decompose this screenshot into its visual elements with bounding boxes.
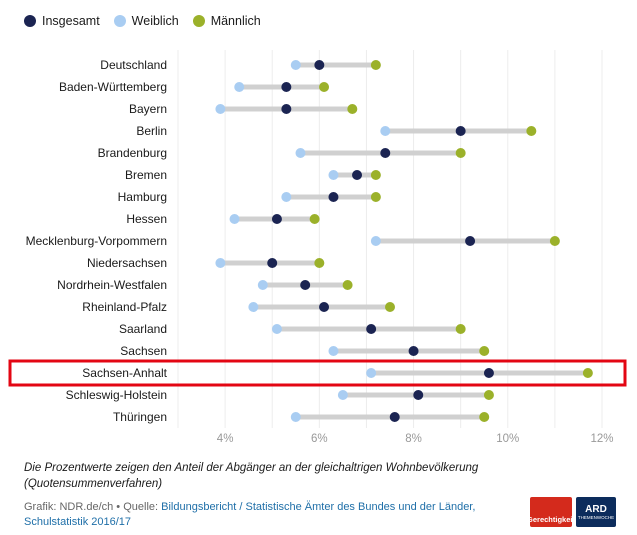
point-weiblich[interactable] — [366, 368, 377, 378]
point-insgesamt[interactable] — [319, 302, 330, 312]
point-maennlich[interactable] — [483, 390, 494, 400]
point-maennlich[interactable] — [370, 192, 381, 202]
point-weiblich[interactable] — [295, 148, 306, 158]
point-weiblich[interactable] — [281, 192, 292, 202]
point-maennlich[interactable] — [347, 104, 358, 114]
point-maennlich[interactable] — [549, 236, 560, 246]
category-label: Hamburg — [118, 190, 167, 204]
point-maennlich[interactable] — [370, 60, 381, 70]
source-line: Grafik: NDR.de/ch • Quelle: Bildungsberi… — [24, 500, 529, 530]
point-maennlich[interactable] — [479, 346, 490, 356]
point-maennlich[interactable] — [319, 82, 330, 92]
legend-label-maennlich: Männlich — [210, 14, 261, 28]
point-maennlich[interactable] — [526, 126, 537, 136]
legend-item-maennlich[interactable]: Männlich — [192, 14, 261, 28]
category-label: Mecklenburg-Vorpommern — [26, 234, 167, 248]
point-maennlich[interactable] — [314, 258, 325, 268]
highlight-box — [8, 359, 627, 387]
point-insgesamt[interactable] — [380, 148, 391, 158]
category-label: Bayern — [129, 102, 167, 116]
point-weiblich[interactable] — [290, 412, 301, 422]
point-maennlich[interactable] — [455, 148, 466, 158]
legend-dot-maennlich — [192, 15, 205, 27]
point-weiblich[interactable] — [215, 258, 226, 268]
point-maennlich[interactable] — [309, 214, 320, 224]
point-maennlich[interactable] — [370, 170, 381, 180]
themenwoche-text: THEMENWOCHE — [577, 514, 615, 520]
category-label: Hessen — [126, 212, 167, 226]
category-label: Bremen — [125, 168, 167, 182]
point-insgesamt[interactable] — [281, 82, 292, 92]
category-label: Thüringen — [113, 410, 167, 424]
point-insgesamt[interactable] — [267, 258, 278, 268]
legend: Insgesamt Weiblich Männlich — [24, 14, 261, 28]
point-insgesamt[interactable] — [314, 60, 325, 70]
point-insgesamt[interactable] — [389, 412, 400, 422]
category-label: Berlin — [136, 124, 167, 138]
point-weiblich[interactable] — [248, 302, 259, 312]
point-maennlich[interactable] — [342, 280, 353, 290]
category-label: Baden-Württemberg — [59, 80, 167, 94]
point-maennlich[interactable] — [479, 412, 490, 422]
point-insgesamt[interactable] — [408, 346, 419, 356]
gerechtigkeit-logo-text: Gerechtigkeit — [527, 515, 575, 524]
point-insgesamt[interactable] — [300, 280, 311, 290]
point-weiblich[interactable] — [380, 126, 391, 136]
x-axis: 4% 6% 8% 10% 12% — [217, 433, 614, 445]
category-label: Sachsen — [120, 344, 167, 358]
point-maennlich[interactable] — [455, 324, 466, 334]
category-label: Saarland — [119, 322, 167, 336]
point-insgesamt[interactable] — [352, 170, 363, 180]
point-weiblich[interactable] — [290, 60, 301, 70]
category-label: Niedersachsen — [87, 256, 167, 270]
point-insgesamt[interactable] — [271, 214, 282, 224]
legend-item-weiblich[interactable]: Weiblich — [113, 14, 179, 28]
point-weiblich[interactable] — [215, 104, 226, 114]
x-tick-label: 12% — [590, 433, 613, 445]
point-weiblich[interactable] — [271, 324, 282, 334]
category-label: Rheinland-Pfalz — [82, 300, 167, 314]
point-weiblich[interactable] — [229, 214, 240, 224]
x-tick-label: 10% — [496, 433, 519, 445]
dumbbell-chart: Deutschland Baden-Württemberg Bayern Berlin… — [8, 50, 627, 445]
chart-note: Die Prozentwerte zeigen den Anteil der A… — [24, 462, 479, 490]
ard-themenwoche-logo: ARD THEMENWOCHE — [576, 497, 616, 527]
source-prefix: Grafik: NDR.de/ch • Quelle: — [24, 501, 162, 513]
legend-item-insgesamt[interactable]: Insgesamt — [24, 14, 100, 28]
legend-dot-weiblich — [113, 15, 126, 27]
category-label: Deutschland — [100, 58, 167, 72]
chart-rows: Deutschland Baden-Württemberg Bayern Berlin… — [26, 58, 593, 424]
point-weiblich[interactable] — [328, 170, 339, 180]
x-tick-label: 8% — [405, 433, 422, 445]
point-weiblich[interactable] — [257, 280, 268, 290]
point-insgesamt[interactable] — [328, 192, 339, 202]
point-insgesamt[interactable] — [483, 368, 494, 378]
point-weiblich[interactable] — [234, 82, 245, 92]
category-label: Sachsen-Anhalt — [82, 366, 167, 380]
point-insgesamt[interactable] — [465, 236, 476, 246]
x-tick-label: 6% — [311, 433, 328, 445]
ard-logo-text: ARD — [585, 503, 607, 515]
point-insgesamt[interactable] — [413, 390, 424, 400]
point-weiblich[interactable] — [337, 390, 348, 400]
point-insgesamt[interactable] — [455, 126, 466, 136]
point-weiblich[interactable] — [370, 236, 381, 246]
category-label: Nordrhein-Westfalen — [57, 278, 167, 292]
source-link[interactable]: Bildungsbericht / Statistische Ämter des… — [24, 501, 476, 528]
category-label: Schleswig-Holstein — [66, 388, 167, 402]
point-insgesamt[interactable] — [281, 104, 292, 114]
category-label: Brandenburg — [98, 146, 167, 160]
point-maennlich[interactable] — [385, 302, 395, 312]
point-weiblich[interactable] — [328, 346, 339, 356]
highlight-box — [8, 359, 627, 387]
point-maennlich[interactable] — [582, 368, 593, 378]
point-insgesamt[interactable] — [366, 324, 377, 334]
legend-label-weiblich: Weiblich — [131, 14, 179, 28]
gerechtigkeit-logo: Gerechtigkeit — [527, 497, 575, 527]
x-tick-label: 4% — [217, 433, 234, 445]
legend-label-insgesamt: Insgesamt — [42, 14, 100, 28]
legend-dot-insgesamt — [24, 15, 36, 27]
